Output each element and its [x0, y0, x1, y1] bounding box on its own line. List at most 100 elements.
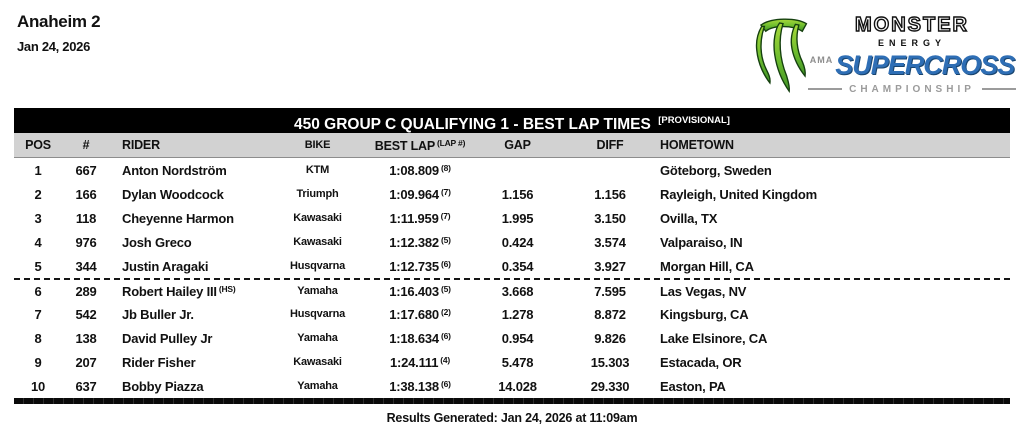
table-row: 4 976 Josh Greco Kawasaki 1:12.382 (5) 0.424 3.… [14, 230, 1010, 254]
best-lap-cell: 1:16.403 (5) [389, 283, 451, 299]
diff-cell: 7.595 [594, 283, 626, 299]
rider-name-cell: Josh Greco [122, 234, 192, 250]
hometown-cell: Göteborg, Sweden [660, 162, 772, 178]
best-lap-cell: 1:12.382 (5) [389, 234, 451, 250]
rider-number-cell: 637 [75, 378, 97, 394]
results-body: 1 667 Anton Nordström KTM 1:08.809 (8) Götebor… [14, 158, 1010, 398]
best-lap-cell: 1:38.138 (6) [389, 378, 451, 394]
gap-cell: 0.354 [501, 258, 534, 274]
rider-number-cell: 138 [75, 330, 97, 346]
session-title-bar: 450 GROUP C QUALIFYING 1 - BEST LAP TIME… [14, 108, 1010, 133]
rider-name-cell: Justin Aragaki [122, 258, 209, 274]
event-name: Anaheim 2 [17, 12, 101, 31]
rider-name-cell: David Pulley Jr [122, 330, 213, 346]
gap-cell: 0.954 [501, 330, 534, 346]
championship-dash-right [981, 88, 1016, 90]
best-lap-cell: 1:11.959 (7) [389, 210, 451, 226]
col-lap-note: (LAP #) [437, 137, 466, 148]
diff-cell: 3.927 [594, 258, 626, 274]
col-rider: RIDER [122, 138, 160, 152]
gap-cell: 1.156 [501, 186, 534, 202]
hometown-cell: Easton, PA [660, 378, 726, 394]
lap-number-tag: (8) [440, 162, 451, 173]
gap-cell: 5.478 [501, 354, 534, 370]
gap-cell: 3.668 [501, 283, 534, 299]
pos-cell: 5 [34, 258, 42, 274]
hometown-cell: Kingsburg, CA [660, 306, 749, 322]
table-row: 7 542 Jb Buller Jr. Husqvarna 1:17.680 (2) 1.2… [14, 302, 1010, 326]
table-row: 8 138 David Pulley Jr Yamaha 1:18.634 (6) 0.95… [14, 326, 1010, 350]
gap-cell: 14.028 [498, 378, 537, 394]
championship-dash-left [808, 88, 843, 90]
supercross-logo: MONSTER ENERGY AMA SUPERCROSS CHAMPIONSH… [752, 8, 1016, 100]
gap-cell: 1.995 [501, 210, 534, 226]
bike-cell: Kawasaki [293, 356, 342, 368]
best-lap-cell: 1:08.809 (8) [389, 162, 451, 178]
table-row: 1 667 Anton Nordström KTM 1:08.809 (8) Götebor… [14, 158, 1010, 182]
table-row: 6 289 Robert Hailey III (HS) Yamaha 1:16.403(… [14, 278, 1010, 302]
rider-name-cell: Cheyenne Harmon [122, 210, 234, 226]
rider-tag: (HS) [218, 283, 236, 294]
rider-number-cell: 289 [75, 283, 97, 299]
supercross-wordmark: SUPERCROSS [835, 49, 1015, 80]
best-lap-cell: 1:17.680 (2) [389, 306, 451, 322]
rider-name-cell: Bobby Piazza [122, 378, 204, 394]
championship-wordmark: CHAMPIONSHIP [849, 83, 975, 95]
bike-cell: KTM [305, 164, 330, 176]
col-bike: BIKE [304, 139, 331, 151]
rider-name-cell: Jb Buller Jr. [122, 306, 194, 322]
best-lap-cell: 1:12.735 (6) [389, 258, 451, 274]
table-row: 2 166 Dylan Woodcock Triumph 1:09.964 (7) 1.15… [14, 182, 1010, 206]
pos-cell: 3 [34, 210, 42, 226]
col-best-lap-label: BEST LAP [374, 138, 435, 153]
energy-wordmark: ENERGY [877, 37, 946, 48]
table-row: 5 344 Justin Aragaki Husqvarna 1:12.735 (6) 0.… [14, 254, 1010, 278]
hometown-cell: Lake Elsinore, CA [660, 330, 768, 346]
diff-cell: 9.826 [594, 330, 626, 346]
pos-cell: 10 [30, 378, 46, 394]
monster-wordmark: MONSTER [854, 13, 969, 36]
rider-number-cell: 344 [75, 258, 97, 274]
col-number: # [82, 138, 90, 152]
hometown-cell: Estacada, OR [660, 354, 742, 370]
col-pos: POS [25, 138, 51, 152]
bike-cell: Husqvarna [289, 308, 346, 320]
diff-cell: 3.574 [594, 234, 626, 250]
bike-cell: Husqvarna [289, 260, 346, 272]
col-hometown: HOMETOWN [660, 138, 734, 152]
rider-number-cell: 118 [75, 210, 97, 226]
diff-cell: 3.150 [594, 210, 626, 226]
monster-claw-icon [755, 18, 808, 94]
col-best-lap: BEST LAP (LAP #) [365, 138, 475, 153]
col-diff: DIFF [596, 138, 624, 152]
results-generated-note: Results Generated: Jan 24, 2026 at 11:09… [386, 411, 638, 425]
rider-number-cell: 207 [75, 354, 97, 370]
lap-number-tag: (6) [440, 330, 451, 341]
ama-label: AMA [809, 54, 834, 65]
pos-cell: 8 [34, 330, 42, 346]
diff-cell: 15.303 [590, 354, 630, 370]
col-gap: GAP [504, 138, 531, 152]
lap-number-tag: (2) [440, 306, 451, 317]
rider-name-cell: Anton Nordström [122, 162, 227, 178]
table-bottom-rule [14, 398, 1010, 404]
rider-name-cell: Dylan Woodcock [122, 186, 224, 202]
rider-name-cell: Rider Fisher [122, 354, 196, 370]
rider-name-cell: Robert Hailey III (HS) [122, 283, 236, 299]
event-date: Jan 24, 2026 [17, 39, 91, 54]
hometown-cell: Valparaiso, IN [660, 234, 743, 250]
pos-cell: 6 [34, 283, 42, 299]
pos-cell: 9 [34, 354, 42, 370]
pos-cell: 7 [34, 306, 42, 322]
table-row: 3 118 Cheyenne Harmon Kawasaki 1:11.959 (7) 1.… [14, 206, 1010, 230]
pos-cell: 2 [34, 186, 42, 202]
hometown-cell: Morgan Hill, CA [660, 258, 754, 274]
lap-number-tag: (6) [440, 258, 451, 269]
best-lap-cell: 1:24.111 (4) [389, 354, 451, 370]
bike-cell: Yamaha [297, 332, 338, 344]
lap-number-tag: (7) [440, 210, 451, 221]
lap-number-tag: (6) [440, 378, 451, 389]
gap-cell: 0.424 [501, 234, 534, 250]
session-title: 450 GROUP C QUALIFYING 1 - BEST LAP TIME… [294, 116, 651, 133]
hometown-cell: Ovilla, TX [660, 210, 718, 226]
